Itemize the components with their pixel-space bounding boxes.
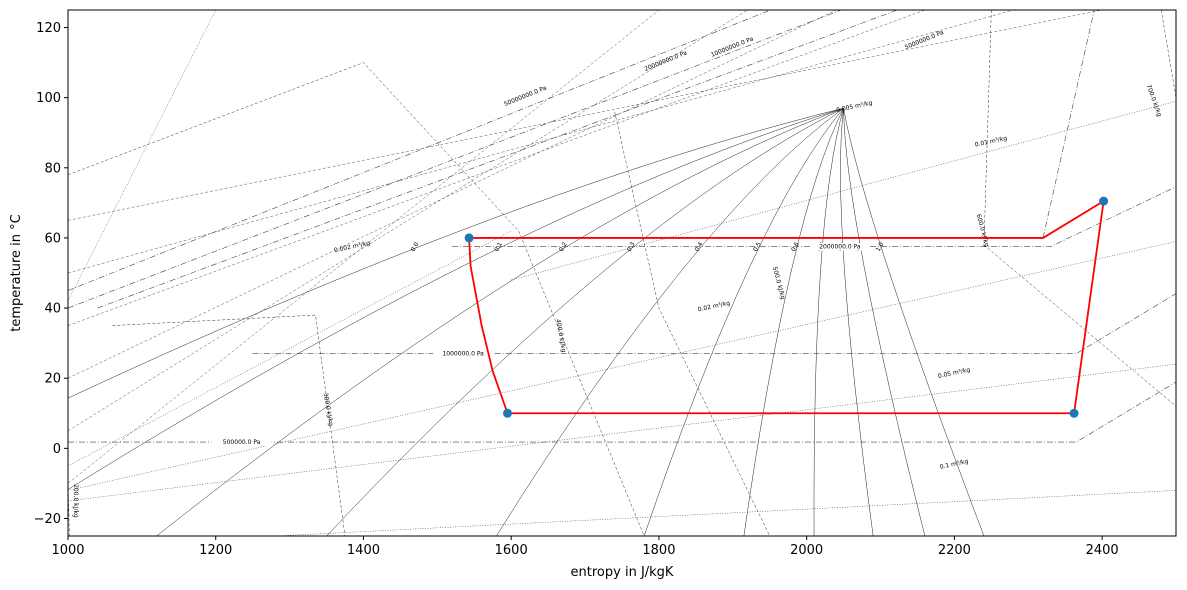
isoline-dashed [68,10,1103,221]
isobar-label: 500000.0 Pa [223,439,261,446]
x-tick-label: 1800 [642,543,675,558]
x-tick-label: 1200 [199,543,232,558]
isoline-layer [68,10,1176,536]
quality-line-label: 0.4 [694,241,705,253]
y-tick-label: −20 [34,512,61,527]
x-tick-label: 2400 [1086,543,1119,558]
cycle-state-point [1069,408,1079,418]
quality-line-label: 0.0 [410,241,421,253]
cycle-state-point [464,233,474,243]
isobar-line [68,10,843,309]
isenthalp-line [112,314,346,536]
isochor-line [68,363,1176,502]
quality-line [813,108,844,536]
x-axis-ticks: 1000 1200 1400 1600 1800 2000 2200 2400 [51,536,1119,558]
y-axis-label: temperature in °C [9,214,24,331]
isenthalp-line [983,10,1176,407]
cycle-state-point [1099,196,1109,206]
quality-line [843,108,926,536]
isenthalp-line [68,62,645,536]
x-tick-label: 1000 [51,543,84,558]
y-tick-label: 0 [53,442,61,457]
isoline-dashed [68,10,748,432]
quality-line-label: 0.6 [790,241,801,253]
isobar-label-bg [211,438,272,447]
quality-line [326,107,844,536]
quality-line-label: 0.5 [752,241,763,253]
y-axis-ticks: −20 0 20 40 60 80 100 120 [34,21,68,527]
x-tick-label: 1600 [495,543,528,558]
y-tick-label: 100 [36,91,61,106]
isobar-label: 1000000.0 Pa [442,351,484,358]
quality-line [156,107,844,536]
isoline-dashed [68,10,925,326]
isobar-label: 2000000.0 Pa [819,244,861,251]
isochor-line [68,241,1176,491]
quality-line [843,108,985,536]
isenthalp-label: 200.0 kJ/kg [72,484,79,518]
cycle-state-point [503,408,513,418]
quality-line [643,108,844,536]
isenthalp-line [68,483,70,536]
x-axis-label: entropy in J/kgK [571,565,674,580]
quality-line [840,108,874,536]
plot-background [68,10,1176,536]
x-tick-label: 2200 [938,543,971,558]
refrigeration-cycle [464,196,1109,418]
y-tick-label: 80 [44,161,61,176]
y-tick-label: 20 [44,372,61,387]
isobar-line [452,186,1176,247]
isobar-label-bg [809,242,870,251]
isochor-line [68,10,216,302]
quality-line [496,107,844,536]
isoline-dashed [68,10,837,379]
plot-frame [67,9,1177,537]
y-tick-label: 60 [44,231,61,246]
quality-line-label: 1.0 [875,241,886,253]
quality-line-label: 0.1 [493,241,504,253]
quality-line [743,108,844,536]
isochor-line [68,230,512,467]
quality-line [68,107,844,490]
isobar-label-bg [433,349,494,358]
quality-line-label: 0.3 [626,241,637,253]
y-tick-label: 120 [36,21,61,36]
quality-line [68,107,844,399]
isoline-dashed [68,10,1014,274]
x-tick-label: 2000 [790,543,823,558]
y-tick-label: 40 [44,302,61,317]
isobar-line [97,10,899,309]
x-tick-label: 1400 [347,543,380,558]
quality-line-label: 0.2 [558,241,569,253]
isobar-line [1042,10,1095,238]
isobar-line [68,10,772,291]
isenthalp-line [614,111,770,536]
isoline-dashed [68,10,660,484]
